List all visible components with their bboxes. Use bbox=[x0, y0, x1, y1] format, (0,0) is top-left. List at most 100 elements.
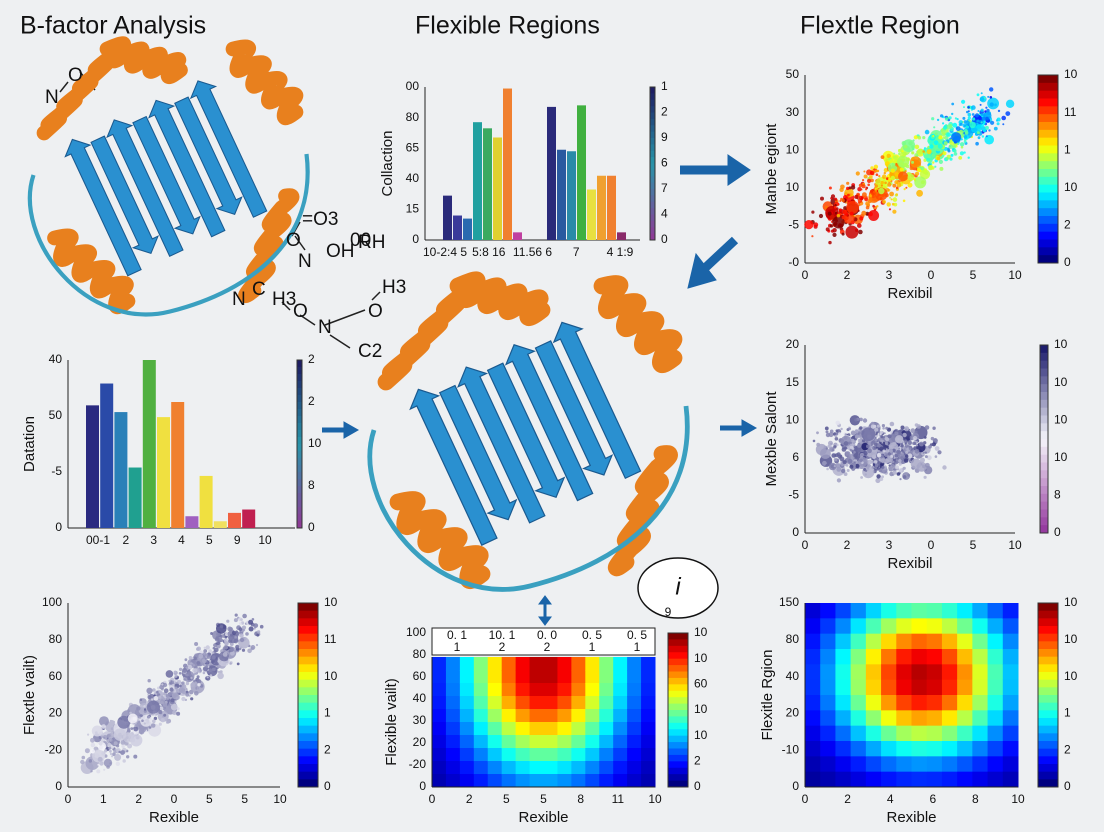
x-tick-label: 0 bbox=[802, 792, 809, 806]
heatmap-cell bbox=[473, 683, 489, 697]
heatmap-cell bbox=[896, 725, 912, 742]
scatter-dot bbox=[118, 750, 121, 754]
scatter-dot bbox=[847, 458, 853, 464]
chem-label: N bbox=[45, 87, 59, 108]
x-tick-label: 5 bbox=[241, 792, 248, 806]
scatter-dot bbox=[111, 755, 114, 758]
scatter-dot bbox=[870, 441, 873, 444]
scatter-dot bbox=[152, 719, 156, 723]
heatmap-cell bbox=[881, 756, 897, 773]
helix bbox=[389, 491, 491, 589]
scatter-dot bbox=[117, 715, 131, 729]
heatmap-cell bbox=[641, 683, 656, 697]
colorbar-segment bbox=[298, 610, 318, 619]
scatter-dot bbox=[892, 448, 896, 453]
header-sublabel: 1 bbox=[589, 640, 596, 654]
heatmap-cell bbox=[571, 709, 586, 723]
heatmap-cell bbox=[529, 657, 544, 671]
scatter-dot bbox=[948, 144, 954, 149]
scatter-dot bbox=[153, 695, 159, 701]
x-tick-label: 5 bbox=[970, 268, 977, 282]
x-tick-label: 0 bbox=[928, 268, 935, 282]
heatmap-cell bbox=[473, 696, 489, 710]
scatter-dot bbox=[997, 109, 1001, 113]
heatmap-cell bbox=[459, 670, 475, 684]
heatmap-cell bbox=[881, 618, 897, 635]
arrow-head bbox=[727, 154, 751, 186]
y-axis-label: Datation bbox=[21, 416, 38, 472]
header-sublabel: 2 bbox=[499, 640, 506, 654]
scatter-dot bbox=[824, 426, 829, 431]
heatmap-cell bbox=[820, 618, 836, 635]
scatter-dot bbox=[901, 150, 904, 153]
heatmap-cell bbox=[820, 679, 836, 696]
scatter-dot bbox=[150, 723, 156, 728]
x-tick-label: 10 bbox=[1011, 792, 1025, 806]
heatmap-cell bbox=[881, 725, 897, 742]
bar bbox=[142, 360, 156, 528]
heatmap-cell bbox=[627, 735, 642, 749]
heatmap-cell bbox=[911, 741, 928, 757]
colorbar-segment bbox=[297, 430, 302, 438]
colorbar-tick-label: 10 bbox=[1054, 375, 1068, 389]
heatmap-cell bbox=[1002, 618, 1019, 635]
helix bbox=[593, 275, 683, 373]
heatmap-cell bbox=[835, 664, 852, 681]
scatter-dot bbox=[859, 417, 863, 422]
colorbar-segment bbox=[298, 618, 318, 627]
scatter-dot bbox=[109, 749, 112, 753]
heatmap-cell bbox=[987, 756, 1004, 773]
heatmap-cell bbox=[926, 725, 943, 742]
scatter-dot bbox=[190, 682, 196, 688]
header-label: 0. 0 bbox=[537, 628, 557, 642]
scatter-dot bbox=[878, 175, 881, 178]
scatter-dot bbox=[825, 430, 829, 434]
heatmap-cell bbox=[820, 633, 836, 650]
colorbar-segment bbox=[1038, 184, 1058, 193]
scatter-dot bbox=[162, 702, 168, 707]
heatmap-cell bbox=[445, 748, 461, 762]
scatter-dot bbox=[887, 453, 891, 456]
colorbar-tick-label: 0 bbox=[661, 232, 668, 246]
scatter-dot bbox=[875, 173, 879, 176]
y-tick-label: -5 bbox=[788, 218, 799, 232]
scatter-dot bbox=[894, 461, 899, 465]
scatter-dot bbox=[230, 650, 235, 656]
y-tick-label: 0 bbox=[55, 520, 62, 534]
heatmap-cell bbox=[926, 618, 943, 635]
heatmap-cell bbox=[957, 664, 973, 681]
scatter-dot bbox=[178, 692, 181, 695]
colorbar-tick-label: 8 bbox=[308, 478, 315, 492]
scatter-dot bbox=[238, 637, 250, 649]
scatter-dot bbox=[206, 676, 209, 679]
scatter-dot bbox=[235, 644, 240, 649]
scatter-dot bbox=[942, 465, 947, 470]
heatmap-cell bbox=[1002, 771, 1019, 788]
scatter-dot bbox=[831, 453, 836, 458]
scatter-dot bbox=[97, 763, 100, 766]
scatter-dot bbox=[811, 210, 815, 214]
scatter-dot bbox=[884, 181, 887, 185]
scatter-dot bbox=[931, 117, 935, 121]
scatter-dot bbox=[867, 448, 872, 454]
colorbar-segment bbox=[298, 725, 318, 734]
scatter-dot bbox=[874, 463, 879, 468]
y-tick-label: -5 bbox=[788, 488, 799, 502]
scatter-dot bbox=[878, 434, 881, 436]
colorbar-segment bbox=[1038, 687, 1058, 696]
scatter-dot bbox=[811, 235, 814, 238]
colorbar-segment bbox=[668, 645, 688, 653]
scatter-dot bbox=[927, 138, 932, 143]
heatmap-cell bbox=[1002, 679, 1019, 696]
scatter-dot bbox=[894, 431, 898, 436]
scatter-dot bbox=[214, 637, 220, 642]
helix bbox=[36, 52, 115, 141]
scatter-dot bbox=[851, 447, 855, 450]
scatter-dot bbox=[833, 445, 837, 449]
scatter-dot bbox=[888, 466, 894, 472]
heatmap-cell bbox=[820, 756, 836, 773]
scatter-dot bbox=[174, 686, 178, 690]
scatter-dot bbox=[892, 197, 898, 202]
x-tick-label: 2 bbox=[844, 792, 851, 806]
heatmap-cell bbox=[972, 710, 989, 727]
